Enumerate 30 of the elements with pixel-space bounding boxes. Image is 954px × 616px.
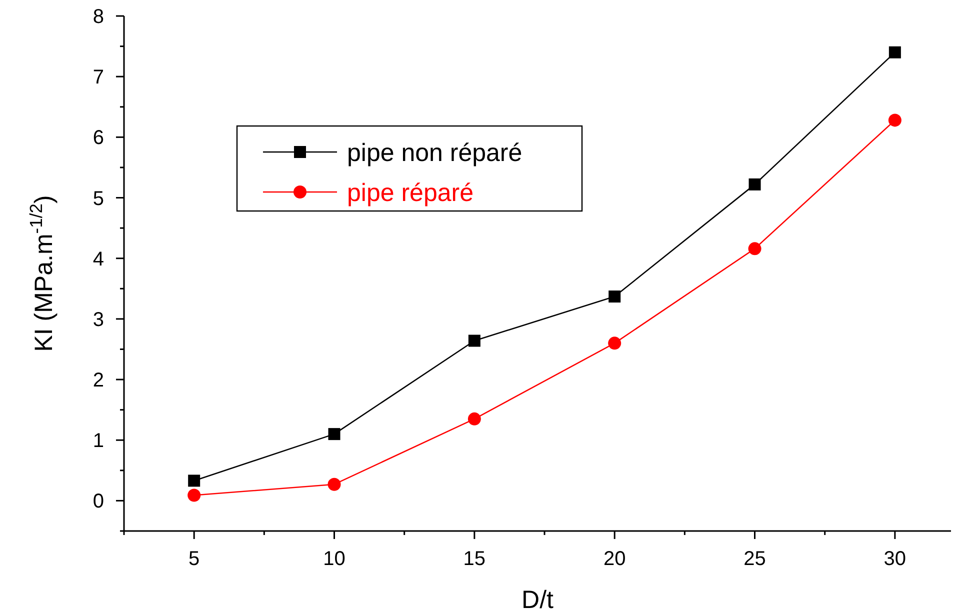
y-tick-label: 7 <box>92 66 104 89</box>
point <box>888 114 902 127</box>
x-tick-label: 15 <box>463 548 486 570</box>
point <box>468 412 481 426</box>
y-tick-label: 3 <box>92 308 104 331</box>
point <box>748 242 762 256</box>
y-tick-label: 1 <box>92 430 104 452</box>
point <box>608 290 621 303</box>
x-axis-title: D/t <box>522 586 554 614</box>
point <box>608 336 622 350</box>
y-tick-label: 6 <box>92 127 104 150</box>
x-tick-label: 5 <box>188 548 200 570</box>
x-tick-label: 25 <box>744 548 766 570</box>
point <box>468 334 480 347</box>
point <box>748 178 761 190</box>
point <box>188 488 201 502</box>
y-tick-label: 0 <box>92 490 104 513</box>
point <box>328 428 340 440</box>
y-tick-label: 8 <box>92 6 104 28</box>
y-tick-label: 4 <box>92 248 104 270</box>
y-tick-label: 2 <box>92 370 104 392</box>
x-tick-label: 10 <box>323 548 346 570</box>
x-tick-label: 20 <box>603 548 626 570</box>
y-tick-label: 5 <box>92 188 104 210</box>
point <box>328 478 341 491</box>
legend-label: pipe non réparé <box>347 139 522 167</box>
point <box>188 474 200 487</box>
legend-label: pipe réparé <box>347 179 474 207</box>
point <box>888 46 901 58</box>
x-tick-label: 30 <box>884 548 906 570</box>
